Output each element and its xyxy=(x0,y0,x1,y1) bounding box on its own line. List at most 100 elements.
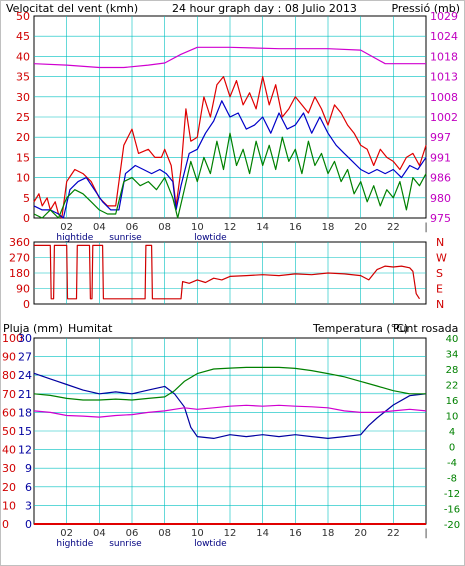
humidity-y-tick-label: 30 xyxy=(18,332,32,345)
temperature-y-tick-label: 40 xyxy=(446,334,459,345)
x-tick-label: 14 xyxy=(256,528,269,539)
rain-y-tick-label: 10 xyxy=(2,499,16,512)
x-tick-label: 22 xyxy=(387,528,400,539)
temperature-y-tick-label: -4 xyxy=(447,458,457,469)
pressure-y-tick-label: 975 xyxy=(430,212,451,225)
rain-y-tick-label: 100 xyxy=(2,332,23,345)
pressure-y-tick-label: 1002 xyxy=(430,111,458,124)
rain-y-tick-label: 40 xyxy=(2,444,16,457)
wind-low-line xyxy=(33,132,427,219)
pressure-y-tick-label: 980 xyxy=(430,192,451,205)
x-tick-label: | xyxy=(424,528,427,539)
rain-y-tick-label: 70 xyxy=(2,388,16,401)
temperature-y-tick-label: 4 xyxy=(449,427,455,438)
x-annotation-label: sunrise xyxy=(109,233,142,243)
compass-label: N xyxy=(436,236,444,249)
rain-y-tick-label: 60 xyxy=(2,406,16,419)
x-tick-label: 06 xyxy=(126,528,139,539)
pressure-line xyxy=(33,46,426,69)
wind-y-tick-label: 45 xyxy=(16,30,30,43)
pressure-axis-label: Pressió (mb) xyxy=(391,2,460,15)
pressure-y-tick-label: 1018 xyxy=(430,50,458,63)
wind-y-tick-label: 20 xyxy=(16,131,30,144)
temperature-y-tick-label: 10 xyxy=(446,412,459,423)
compass-label: N xyxy=(436,298,444,311)
humidity-y-tick-label: 15 xyxy=(18,425,32,438)
pressure-y-tick-label: 1013 xyxy=(430,71,458,84)
chart-layer: 0510152025303540455097598098699199710021… xyxy=(2,10,460,549)
x-tick-label: 20 xyxy=(354,528,367,539)
x-annotation-label: sunrise xyxy=(109,539,142,549)
pressure-y-tick-label: 1008 xyxy=(430,91,458,104)
pressure-y-tick-label: 1029 xyxy=(430,10,458,23)
temperature-y-tick-label: 22 xyxy=(446,381,459,392)
humidity-y-tick-label: 18 xyxy=(18,406,32,419)
temperature-y-tick-label: -16 xyxy=(444,505,460,516)
humidity-y-tick-label: 21 xyxy=(18,388,32,401)
x-tick-label: 16 xyxy=(289,222,302,233)
direction-y-tick-label: 90 xyxy=(16,283,30,296)
dewpoint-line xyxy=(33,404,427,418)
temperature-y-tick-label: 16 xyxy=(446,396,459,407)
rain-y-tick-label: 30 xyxy=(2,462,16,475)
rain-axis-label: Pluja (mm) xyxy=(3,322,63,335)
wind-average-line xyxy=(33,100,427,219)
x-tick-label: 22 xyxy=(387,222,400,233)
compass-label: S xyxy=(436,267,443,280)
rain-y-tick-label: 20 xyxy=(2,481,16,494)
direction-y-tick-label: 0 xyxy=(23,298,30,311)
rain-y-tick-label: 90 xyxy=(2,351,16,364)
wind-y-tick-label: 40 xyxy=(16,50,30,63)
wind-speed-axis-label: Velocitat del vent (kmh) xyxy=(6,2,138,15)
compass-label: W xyxy=(436,252,447,265)
x-tick-label: 02 xyxy=(60,528,73,539)
humidity-y-tick-label: 6 xyxy=(25,481,32,494)
dewpoint-axis-label: Punt rosada xyxy=(393,322,458,335)
x-tick-label: 04 xyxy=(93,528,106,539)
x-tick-label: 04 xyxy=(93,222,106,233)
x-tick-label: 12 xyxy=(224,222,237,233)
pressure-y-tick-label: 991 xyxy=(430,151,451,164)
x-tick-label: 10 xyxy=(191,528,204,539)
temperature-y-tick-label: 0 xyxy=(449,443,455,454)
x-tick-label: 18 xyxy=(322,528,335,539)
humidity-y-tick-label: 27 xyxy=(18,351,32,364)
wind-y-tick-label: 5 xyxy=(23,192,30,205)
compass-label: E xyxy=(436,283,443,296)
x-annotation-label: hightide xyxy=(56,233,93,243)
temperature-y-tick-label: 28 xyxy=(446,365,459,376)
x-tick-label: 20 xyxy=(354,222,367,233)
x-tick-label: 02 xyxy=(60,222,73,233)
humidity-y-tick-label: 9 xyxy=(25,462,32,475)
x-tick-label: 06 xyxy=(126,222,139,233)
wind-y-tick-label: 0 xyxy=(23,212,30,225)
wind-y-tick-label: 10 xyxy=(16,172,30,185)
humidity-y-tick-label: 3 xyxy=(25,499,32,512)
rain-y-tick-label: 50 xyxy=(2,425,16,438)
temperature-y-tick-label: 34 xyxy=(446,350,459,361)
rain-y-tick-label: 80 xyxy=(2,369,16,382)
wind-y-tick-label: 50 xyxy=(16,10,30,23)
direction-y-tick-label: 180 xyxy=(9,267,30,280)
x-tick-label: 18 xyxy=(322,222,335,233)
x-tick-label: 08 xyxy=(158,222,171,233)
rain-y-tick-label: 0 xyxy=(2,518,9,531)
chart-title: 24 hour graph day : 08 Julio 2013 xyxy=(172,2,357,15)
x-annotation-label: hightide xyxy=(56,539,93,549)
direction-y-tick-label: 360 xyxy=(9,236,30,249)
pressure-y-tick-label: 986 xyxy=(430,172,451,185)
temperature-y-tick-label: -20 xyxy=(444,520,460,531)
x-tick-label: 12 xyxy=(224,528,237,539)
x-annotation-label: lowtide xyxy=(194,539,227,549)
humidity-y-tick-label: 24 xyxy=(18,369,32,382)
wind-y-tick-label: 25 xyxy=(16,111,30,124)
temperature-y-tick-label: -8 xyxy=(447,474,457,485)
wind-y-tick-label: 30 xyxy=(16,91,30,104)
pressure-y-tick-label: 997 xyxy=(430,131,451,144)
temperature-axis-label: Temperatura (°C) xyxy=(312,322,408,335)
temperature-line xyxy=(33,366,426,401)
humidity-y-tick-label: 0 xyxy=(25,518,32,531)
wind-y-tick-label: 15 xyxy=(16,151,30,164)
x-tick-label: 14 xyxy=(256,222,269,233)
